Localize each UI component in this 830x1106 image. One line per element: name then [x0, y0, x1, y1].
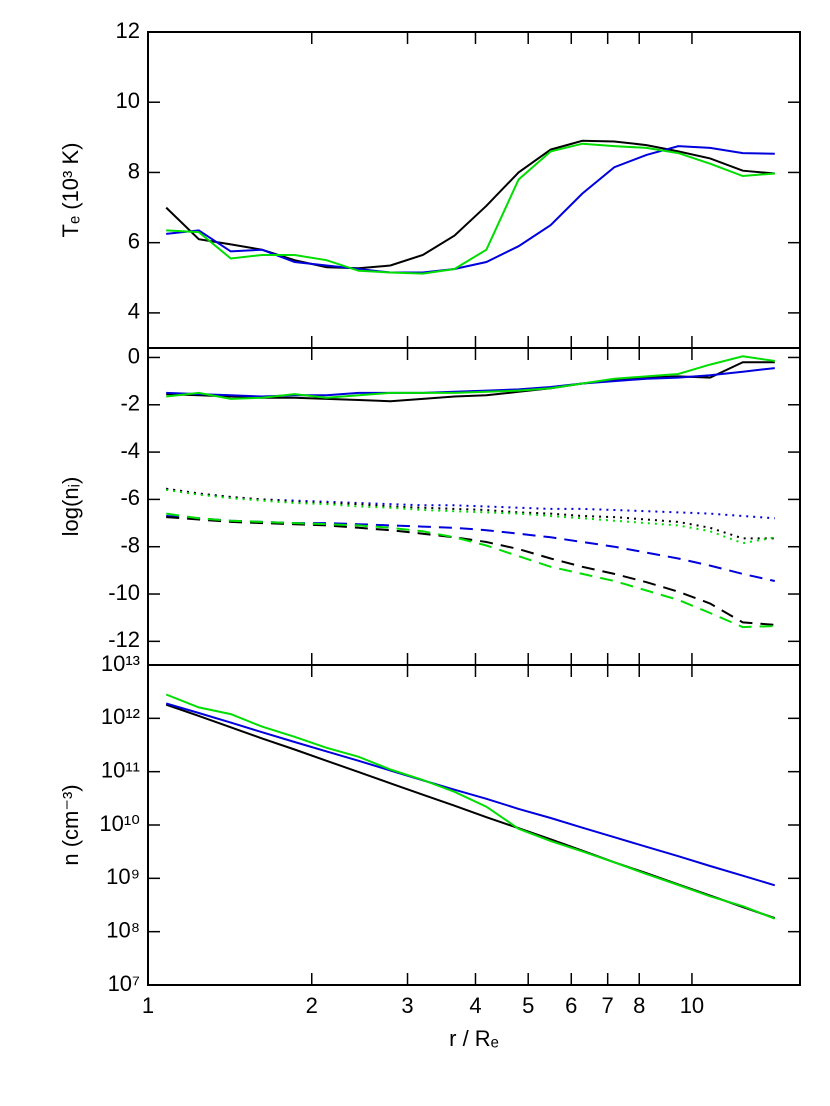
data-line	[166, 512, 775, 629]
y-tick-label: -2	[120, 391, 140, 416]
y-tick-label: -8	[120, 533, 140, 558]
x-tick-label: 7	[602, 993, 614, 1018]
y-tick-label: 10	[116, 88, 140, 113]
y-tick-label: 0	[128, 343, 140, 368]
y-tick-label: 10⁷	[108, 971, 140, 996]
x-tick-label: 4	[469, 993, 481, 1018]
y-tick-label: -12	[108, 627, 140, 652]
x-tick-label: 3	[401, 993, 413, 1018]
plot-frame	[147, 31, 801, 349]
data-line	[166, 355, 775, 400]
y-tick-label: -4	[120, 438, 140, 463]
y-tick-label: 10⁸	[106, 917, 140, 942]
plot-frame	[147, 664, 801, 986]
y-axis-label: log(nᵢ)	[58, 477, 83, 537]
x-axis-label: r / Rₑ	[449, 1026, 499, 1051]
y-tick-label: 10¹²	[101, 704, 140, 729]
y-tick-label: 4	[128, 299, 140, 324]
y-tick-label: -10	[108, 580, 140, 605]
y-tick-label: 8	[128, 158, 140, 183]
data-line	[166, 142, 775, 275]
data-line	[166, 488, 775, 545]
y-axis-label: n (cm⁻³)	[58, 784, 83, 865]
data-line	[166, 516, 775, 626]
y-tick-label: 10⁹	[106, 864, 140, 889]
x-tick-label: 8	[633, 993, 645, 1018]
x-tick-label: 6	[565, 993, 577, 1018]
x-tick-label: 5	[522, 993, 534, 1018]
x-tick-label: 1	[142, 993, 154, 1018]
y-tick-label: 6	[128, 228, 140, 253]
y-tick-label: 10¹¹	[101, 757, 140, 782]
y-tick-label: 10¹⁰	[99, 811, 140, 836]
data-line	[166, 145, 775, 274]
data-line	[165, 702, 776, 887]
data-line	[166, 515, 776, 582]
data-line	[165, 693, 776, 920]
data-line	[166, 487, 775, 540]
x-tick-label: 2	[306, 993, 318, 1018]
y-tick-label: 10¹³	[101, 651, 140, 676]
y-axis-label: Tₑ (10³ K)	[58, 143, 83, 238]
y-tick-label: 12	[116, 18, 140, 43]
y-tick-label: -6	[120, 485, 140, 510]
x-tick-label: 10	[680, 993, 704, 1018]
data-line	[166, 487, 775, 520]
